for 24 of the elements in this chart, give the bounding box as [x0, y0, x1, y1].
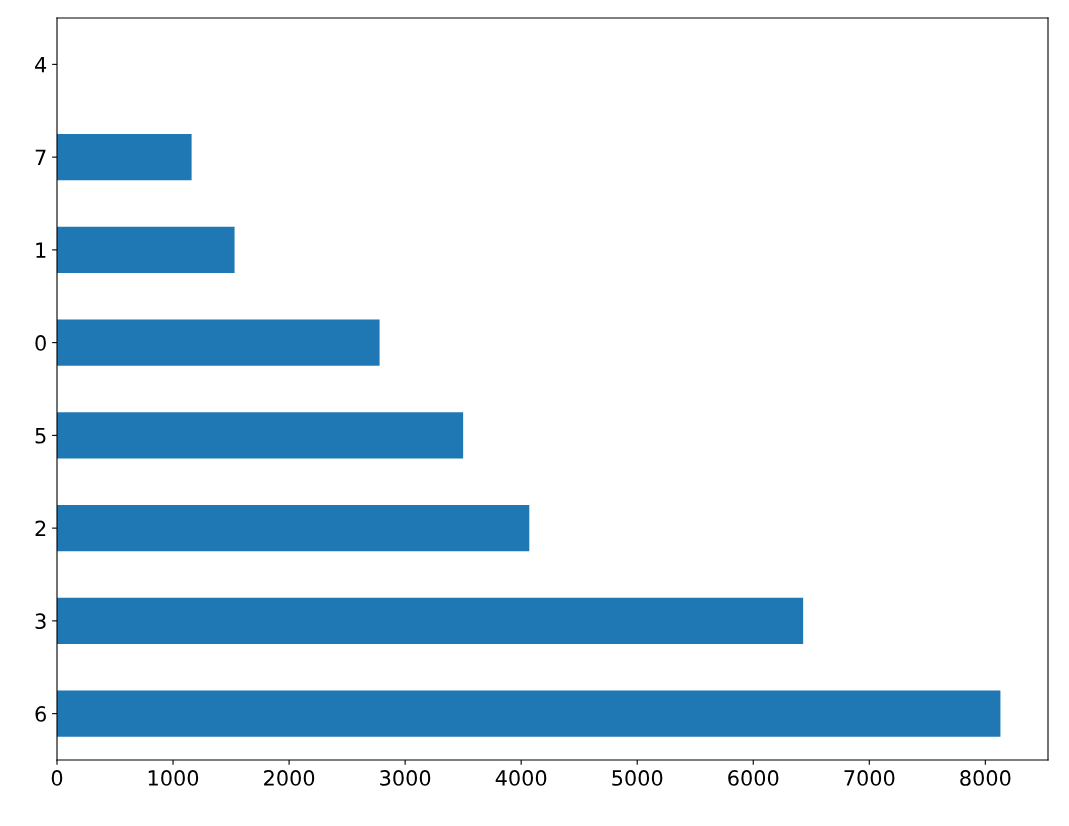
y-tick-label: 1 — [36, 242, 46, 258]
bar — [57, 597, 804, 645]
y-tick-label: 3 — [35, 613, 46, 630]
bar — [57, 690, 1001, 737]
y-tick-label: 4 — [35, 57, 47, 73]
bar — [57, 504, 530, 552]
x-tick-label: 2000 — [264, 770, 315, 786]
y-tick-label: 6 — [35, 706, 46, 722]
x-tick-label: 3000 — [380, 770, 431, 786]
bar — [57, 133, 192, 181]
bar — [57, 226, 235, 274]
x-tick-label: 6000 — [728, 770, 779, 786]
bar — [57, 412, 464, 459]
y-tick-label: 2 — [35, 520, 46, 537]
y-tick-label: 0 — [35, 335, 46, 351]
x-tick-label: 0 — [51, 770, 63, 786]
y-tick-label: 5 — [35, 428, 46, 444]
x-tick-label: 5000 — [612, 770, 663, 786]
y-tick-label: 7 — [35, 149, 46, 166]
x-tick-label: 4000 — [495, 770, 547, 786]
bar — [57, 319, 380, 366]
x-tick-label: 8000 — [960, 770, 1011, 786]
x-tick-label: 7000 — [844, 770, 895, 786]
x-tick-label: 1000 — [148, 770, 199, 786]
